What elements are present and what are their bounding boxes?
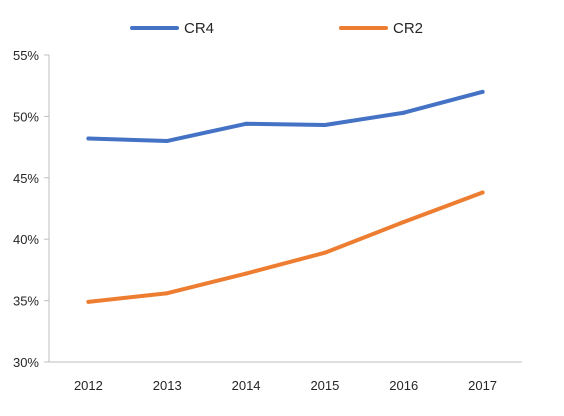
legend-item-cr4: CR4	[130, 20, 214, 37]
data-point-cr4	[401, 110, 406, 115]
y-tick-label: 50%	[13, 109, 39, 124]
y-tick-label: 45%	[13, 171, 39, 186]
x-tick-label: 2013	[153, 378, 182, 393]
y-tick-label: 30%	[13, 355, 39, 370]
legend-label: CR2	[393, 20, 423, 37]
y-axis-ticks: 30% 35% 40% 45% 50% 55%	[13, 48, 49, 370]
data-point-cr4	[322, 122, 327, 127]
x-tick-label: 2014	[232, 378, 261, 393]
data-point-cr2	[244, 271, 249, 276]
y-tick-label: 35%	[13, 294, 39, 309]
x-tick-label: 2016	[389, 378, 418, 393]
legend-label: CR4	[184, 20, 214, 37]
y-tick-label: 55%	[13, 48, 39, 63]
legend-item-cr2: CR2	[339, 20, 423, 37]
series-line-cr2	[86, 190, 485, 304]
series-line-cr4	[86, 89, 485, 143]
legend: CR4 CR2	[130, 20, 423, 37]
data-point-cr4	[480, 89, 485, 94]
series-lines	[86, 89, 485, 304]
data-point-cr4	[165, 138, 170, 143]
data-point-cr4	[86, 136, 91, 141]
x-tick-label: 2017	[468, 378, 497, 393]
data-point-cr2	[86, 299, 91, 304]
data-point-cr2	[480, 190, 485, 195]
data-point-cr2	[165, 291, 170, 296]
data-point-cr2	[322, 250, 327, 255]
y-tick-label: 40%	[13, 232, 39, 247]
x-axis-ticks: 2012 2013 2014 2015 2016 2017	[74, 378, 497, 393]
data-point-cr2	[401, 220, 406, 225]
x-tick-label: 2015	[310, 378, 339, 393]
x-tick-label: 2012	[74, 378, 103, 393]
data-point-cr4	[244, 121, 249, 126]
